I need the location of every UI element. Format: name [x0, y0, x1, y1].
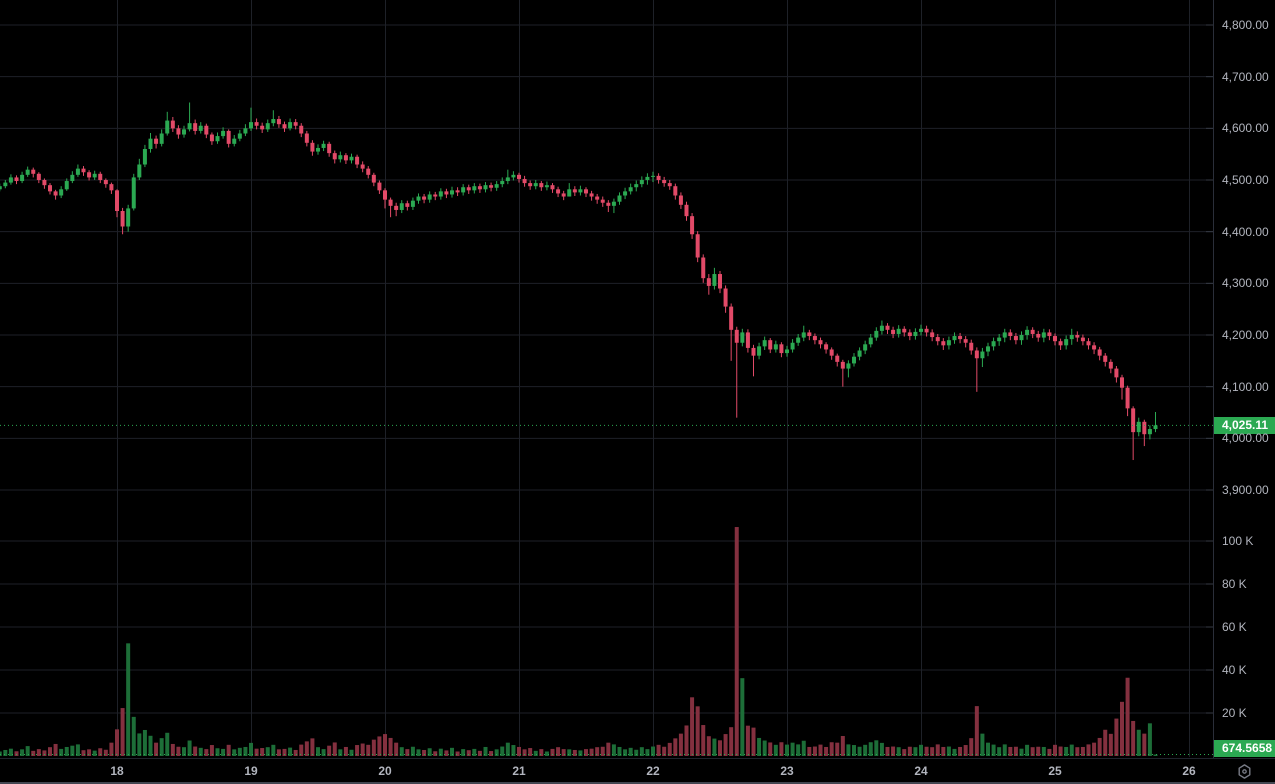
- last-price-lines: [0, 424, 1213, 756]
- time-tick-label: 20: [378, 764, 392, 778]
- time-tick-label: 21: [512, 764, 526, 778]
- time-tick-label: 25: [1048, 764, 1062, 778]
- axis-tick-marks: [1206, 24, 1213, 714]
- price-tick-label: 4,200.00: [1222, 328, 1269, 342]
- last-price-badge: 4,025.11: [1214, 417, 1275, 434]
- price-axis[interactable]: 4,025.11 674.5658 4,800.00 4,700.00 4,600.…: [1213, 0, 1275, 758]
- volume-bars: [0, 527, 1158, 756]
- time-axis[interactable]: 18 19 20 21 22 23 24 25 26: [0, 758, 1275, 784]
- time-tick-label: 19: [244, 764, 258, 778]
- gear-icon[interactable]: [1236, 763, 1253, 780]
- time-tick-label: 18: [110, 764, 124, 778]
- volume-tick-label: 20 K: [1222, 706, 1247, 720]
- price-tick-label: 4,100.00: [1222, 379, 1269, 394]
- price-tick-label: 4,400.00: [1222, 224, 1269, 239]
- price-tick-label: 4,600.00: [1222, 121, 1269, 136]
- time-tick-label: 22: [646, 764, 660, 778]
- time-tick-label: 24: [914, 764, 928, 778]
- volume-tick-label: 60 K: [1222, 620, 1247, 634]
- price-tick-label: 4,700.00: [1222, 69, 1269, 84]
- grid-lines: [0, 0, 1213, 757]
- volume-tick-label: 40 K: [1222, 663, 1247, 677]
- price-tick-label: 4,300.00: [1222, 276, 1269, 291]
- price-tick-label: 4,000.00: [1222, 431, 1269, 446]
- volume-tick-label: 100 K: [1222, 534, 1254, 548]
- volume-tick-label: 80 K: [1222, 577, 1247, 591]
- candlesticks: [0, 102, 1158, 461]
- price-tick-label: 3,900.00: [1222, 483, 1269, 497]
- time-tick-label: 23: [780, 764, 794, 778]
- price-tick-label: 4,800.00: [1222, 18, 1269, 32]
- time-tick-label: 26: [1182, 764, 1196, 778]
- price-tick-label: 4,500.00: [1222, 173, 1269, 187]
- current-volume-badge: 674.5658: [1214, 740, 1275, 757]
